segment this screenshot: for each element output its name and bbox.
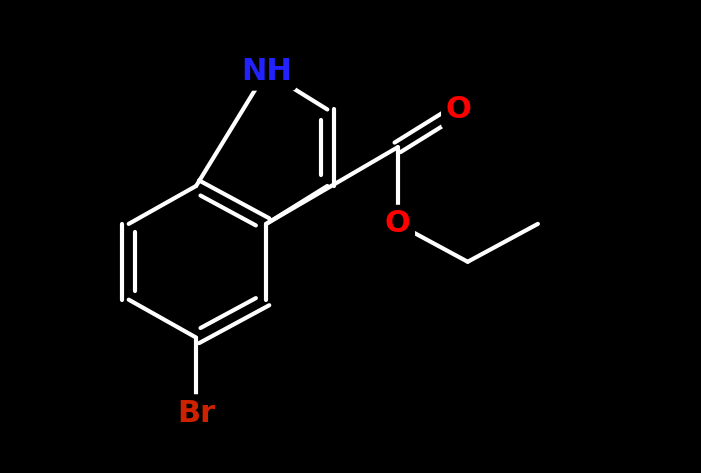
Text: O: O <box>385 210 411 238</box>
Text: Br: Br <box>177 399 215 428</box>
Text: O: O <box>446 95 472 124</box>
Text: NH: NH <box>241 57 292 86</box>
